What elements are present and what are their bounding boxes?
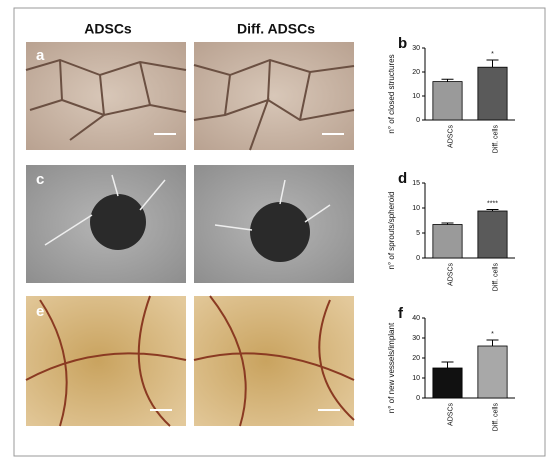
x-tick-label: Diff. cells (492, 403, 499, 432)
y-axis-label: n° of closed structures (387, 54, 396, 133)
bar (432, 367, 463, 399)
bar (432, 224, 463, 259)
error-bar (441, 361, 454, 368)
y-tick-label: 20 (412, 355, 420, 362)
y-tick-label: 30 (412, 335, 420, 342)
panel-letter: c (36, 171, 44, 188)
y-tick-label: 0 (416, 255, 420, 262)
significance-label: * (491, 51, 494, 58)
y-tick-label: 0 (416, 395, 420, 402)
bar (432, 81, 463, 121)
panel-letter: b (398, 35, 407, 52)
panel-letter: d (398, 170, 407, 187)
frame (13, 7, 546, 457)
y-axis-label: n° of sprouts/spheroid (387, 192, 396, 270)
error-bar (486, 59, 499, 68)
y-tick-label: 40 (412, 315, 420, 322)
y-tick-label: 30 (412, 45, 420, 52)
panel-letter: f (398, 305, 404, 322)
bar (477, 66, 508, 121)
x-tick-label: ADSCs (447, 263, 454, 286)
y-tick-label: 0 (416, 117, 420, 124)
panel-letter: a (36, 47, 45, 64)
y-axis-label: n° of new vessels/implant (387, 322, 396, 413)
x-tick-label: ADSCs (447, 403, 454, 426)
error-bar (441, 222, 454, 225)
x-tick-label: Diff. cells (492, 263, 499, 292)
significance-label: * (491, 331, 494, 338)
y-tick-label: 10 (412, 375, 420, 382)
y-tick-label: 10 (412, 205, 420, 212)
significance-label: **** (487, 200, 498, 207)
column-header: Diff. ADSCs (237, 21, 315, 37)
x-tick-label: ADSCs (447, 125, 454, 148)
column-header: ADSCs (84, 21, 132, 37)
y-tick-label: 15 (412, 180, 420, 187)
bar (477, 345, 508, 399)
error-bar (441, 78, 454, 82)
y-tick-label: 5 (416, 230, 420, 237)
x-tick-label: Diff. cells (492, 125, 499, 154)
panel-letter: e (36, 303, 44, 320)
y-tick-label: 10 (412, 93, 420, 100)
micrographs (25, 42, 355, 427)
bar (477, 210, 508, 259)
error-bar (486, 209, 499, 211)
y-tick-label: 20 (412, 69, 420, 76)
error-bar (486, 339, 499, 346)
